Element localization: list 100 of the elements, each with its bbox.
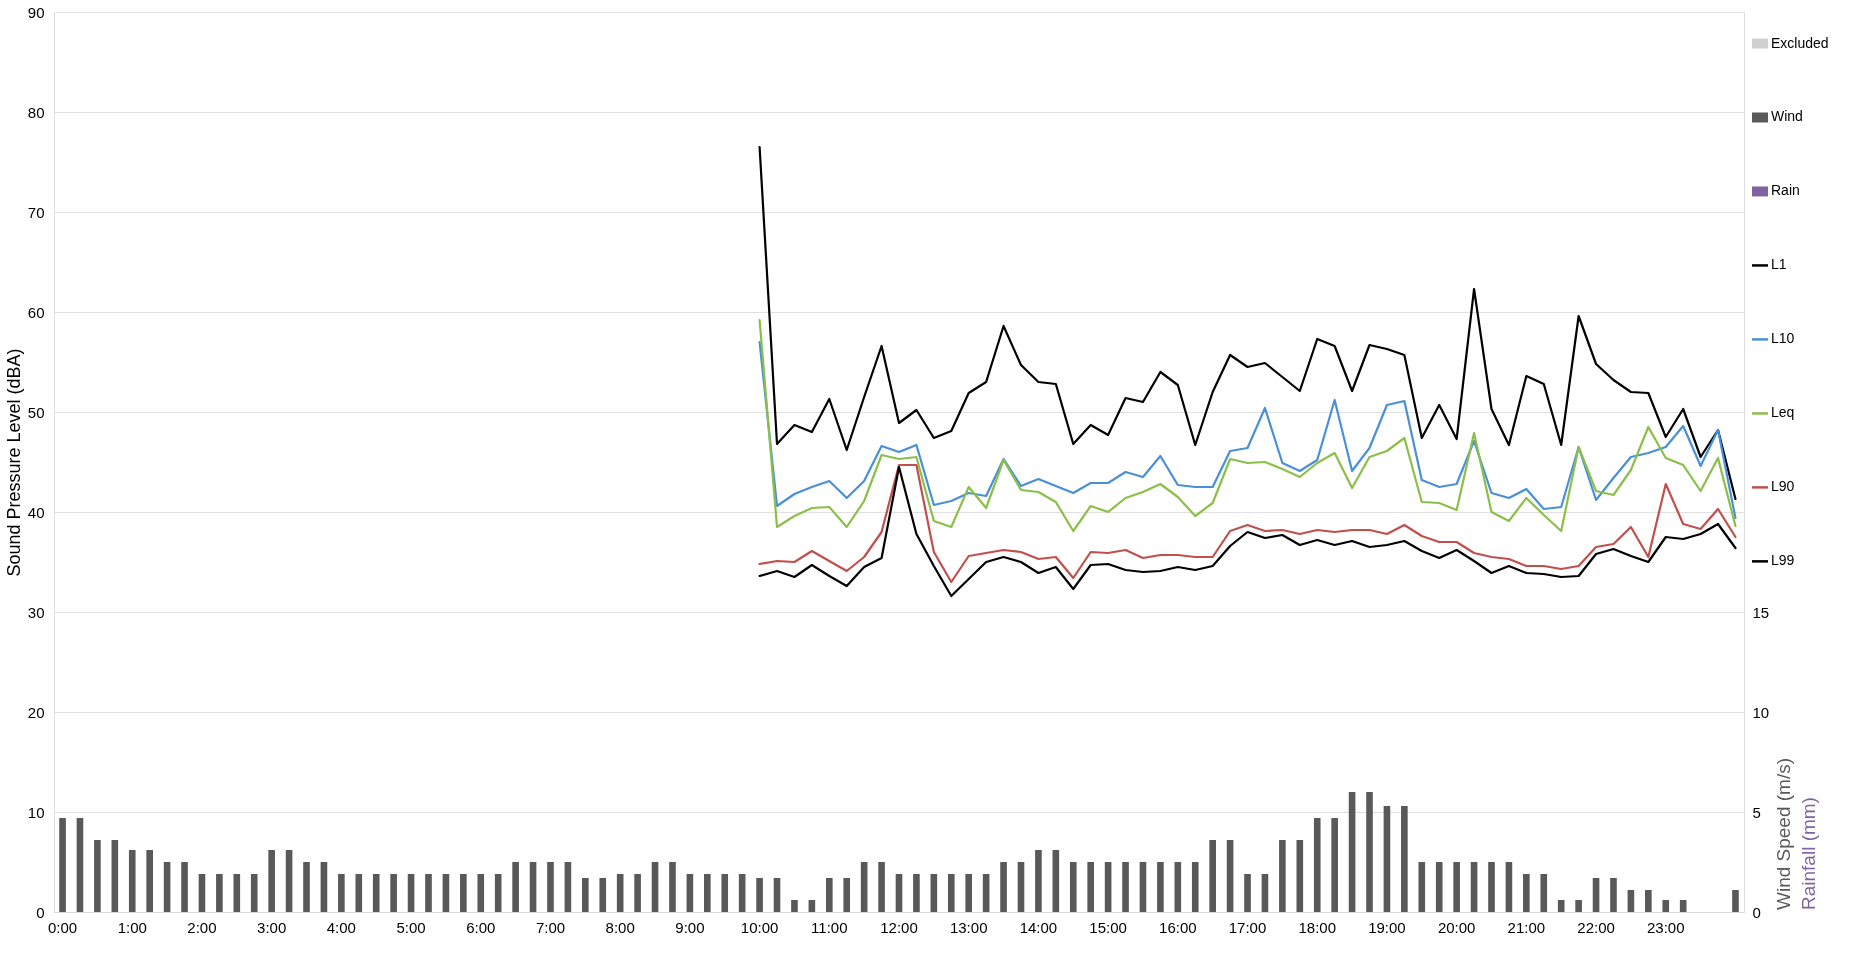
y-tick-label: 40 xyxy=(27,503,45,521)
bar xyxy=(59,818,66,912)
bar xyxy=(1331,818,1338,912)
legend-label: Excluded xyxy=(1771,34,1829,51)
bar xyxy=(564,862,572,912)
bar xyxy=(1732,890,1739,912)
y2-tick-label: 0 xyxy=(1752,903,1761,921)
line-series xyxy=(758,145,1737,501)
bar xyxy=(860,862,868,912)
y2-axis-title: Wind Speed (m/s) Rainfall (mm) xyxy=(1773,757,1819,910)
bar xyxy=(651,862,659,912)
bar xyxy=(1435,862,1443,912)
y-tick-label: 50 xyxy=(27,403,45,421)
bar xyxy=(616,874,624,912)
bar xyxy=(1191,862,1199,912)
bar xyxy=(1575,900,1582,912)
bar xyxy=(268,850,275,912)
bar xyxy=(1087,862,1094,912)
bar xyxy=(1470,862,1478,912)
bar xyxy=(1261,874,1269,912)
bar xyxy=(250,874,258,912)
bar xyxy=(965,874,973,912)
bar xyxy=(76,818,84,912)
bar xyxy=(1488,862,1495,912)
bar xyxy=(1226,840,1234,912)
bar xyxy=(808,900,816,912)
bar xyxy=(355,874,363,912)
bar xyxy=(1610,878,1617,912)
legend-label: L10 xyxy=(1771,330,1795,347)
bar xyxy=(1035,850,1042,912)
bar xyxy=(582,878,589,912)
bar xyxy=(198,874,206,912)
bar xyxy=(146,850,153,912)
bar xyxy=(442,874,450,912)
bar xyxy=(1069,862,1077,912)
bar xyxy=(390,874,397,912)
x-tick-label: 14:00 xyxy=(1019,918,1058,936)
y-tick-label: 60 xyxy=(27,303,45,321)
bar xyxy=(320,862,328,912)
y2-tick-label: 15 xyxy=(1752,603,1770,621)
bar xyxy=(1401,806,1408,912)
bar xyxy=(1662,900,1670,912)
x-tick-label: 13:00 xyxy=(949,918,988,936)
bar xyxy=(791,900,798,912)
bar xyxy=(599,878,607,912)
bar xyxy=(460,874,467,912)
bar xyxy=(1557,900,1565,912)
bar xyxy=(721,874,729,912)
legend-label: Rain xyxy=(1771,182,1800,199)
x-tick-label: 20:00 xyxy=(1437,918,1476,936)
y-tick-label: 90 xyxy=(27,3,45,21)
legend-label: L1 xyxy=(1771,256,1787,273)
bar xyxy=(1279,840,1286,912)
x-tick-label: 18:00 xyxy=(1298,918,1336,936)
x-tick-label: 7:00 xyxy=(535,918,566,936)
bar xyxy=(372,874,380,912)
bar xyxy=(704,874,711,912)
bar xyxy=(913,874,920,912)
x-tick-label: 17:00 xyxy=(1228,918,1267,936)
bar xyxy=(686,874,694,912)
bar xyxy=(181,862,188,912)
bar xyxy=(634,874,641,912)
bar xyxy=(494,874,502,912)
bar xyxy=(930,874,938,912)
bar xyxy=(338,874,345,912)
y-tick-label: 0 xyxy=(36,903,45,921)
x-tick-label: 12:00 xyxy=(880,918,918,936)
bar xyxy=(1313,818,1321,912)
bar xyxy=(94,840,101,912)
bar xyxy=(825,878,833,912)
bar xyxy=(1523,874,1530,912)
line-series xyxy=(758,318,1737,533)
x-tick-label: 22:00 xyxy=(1577,918,1615,936)
x-tick-label: 6:00 xyxy=(466,918,496,936)
bar xyxy=(529,862,537,912)
y-tick-label: 30 xyxy=(27,603,45,621)
y-tick-label: 80 xyxy=(27,103,45,121)
bar xyxy=(128,850,136,912)
x-tick-label: 10:00 xyxy=(740,918,779,936)
x-tick-label: 2:00 xyxy=(187,918,217,936)
y-tick-label: 70 xyxy=(27,203,45,221)
y-tick-label: 10 xyxy=(27,803,45,821)
bar xyxy=(1017,862,1025,912)
bar xyxy=(1679,900,1687,912)
bar xyxy=(1348,792,1356,912)
bar xyxy=(216,874,223,912)
y2-tick-label: 10 xyxy=(1752,703,1770,721)
bar xyxy=(1122,862,1129,912)
bar xyxy=(895,874,903,912)
x-tick-label: 8:00 xyxy=(605,918,635,936)
bar xyxy=(1052,850,1060,912)
bar xyxy=(738,874,746,912)
y-tick-label: 20 xyxy=(27,703,45,721)
bar xyxy=(1174,862,1182,912)
bar xyxy=(1296,840,1304,912)
legend-label: L99 xyxy=(1771,552,1795,569)
x-tick-label: 1:00 xyxy=(117,918,147,936)
bar xyxy=(163,862,171,912)
x-tick-label: 21:00 xyxy=(1507,918,1546,936)
bar xyxy=(1592,878,1600,912)
